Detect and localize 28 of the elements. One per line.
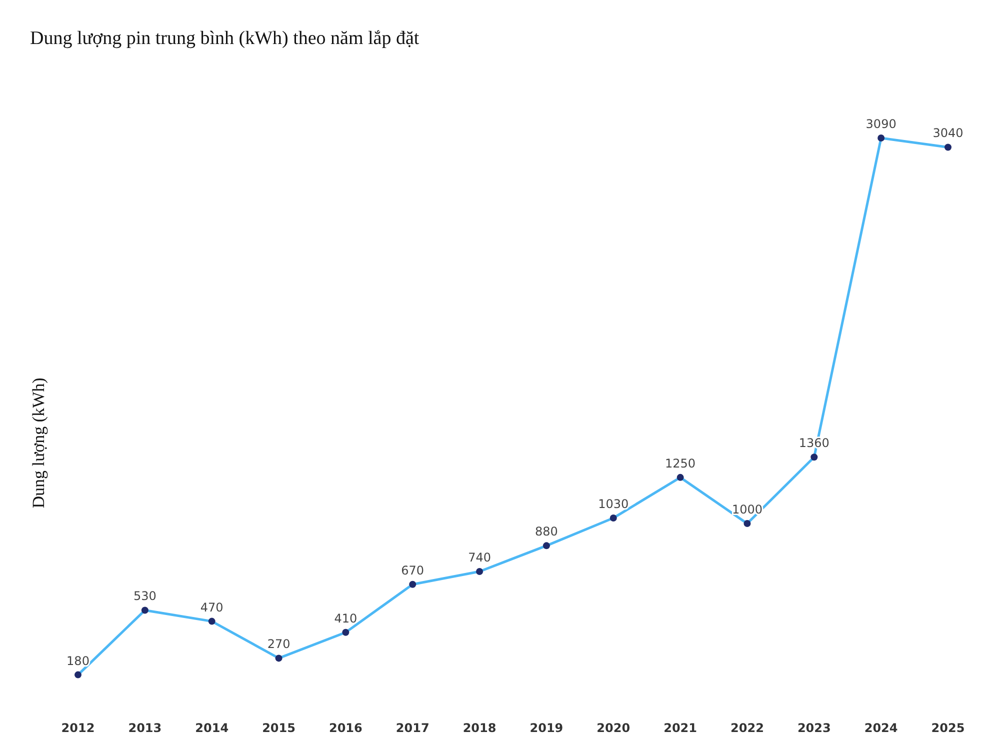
data-label: 3040	[932, 126, 964, 140]
data-label: 180	[66, 654, 90, 668]
x-tick-label: 2024	[864, 721, 898, 735]
x-tick-label: 2019	[530, 721, 564, 735]
data-label: 270	[267, 637, 290, 652]
y-axis-title: Dung lượng (kWh)	[29, 378, 48, 508]
x-tick-label: 2017	[396, 721, 430, 735]
x-tick-label: 2023	[797, 721, 831, 735]
data-label: 670	[401, 563, 424, 578]
data-label: 740	[468, 550, 491, 564]
x-tick-label: 2013	[128, 721, 162, 735]
x-tick-label: 2022	[730, 721, 764, 735]
data-label: 1250	[665, 456, 696, 470]
x-tick-label: 2020	[596, 721, 630, 735]
data-label: 530	[133, 589, 156, 604]
data-label: 410	[334, 611, 358, 626]
x-tick-label: 2015	[262, 721, 296, 735]
x-tick-label: 2025	[931, 721, 965, 735]
x-tick-label: 2018	[462, 721, 496, 735]
x-tick-label: 2021	[664, 721, 698, 735]
x-tick-label: 2012	[61, 721, 95, 735]
chart-title: Dung lượng pin trung bình (kWh) theo năm lắp đặt	[30, 28, 420, 49]
data-label: 880	[535, 524, 558, 539]
data-label: 470	[200, 600, 224, 614]
x-tick-label: 2016	[328, 721, 362, 735]
x-tick-label: 2014	[195, 721, 229, 735]
data-label: 1030	[598, 497, 629, 511]
data-label: 3090	[866, 117, 896, 131]
